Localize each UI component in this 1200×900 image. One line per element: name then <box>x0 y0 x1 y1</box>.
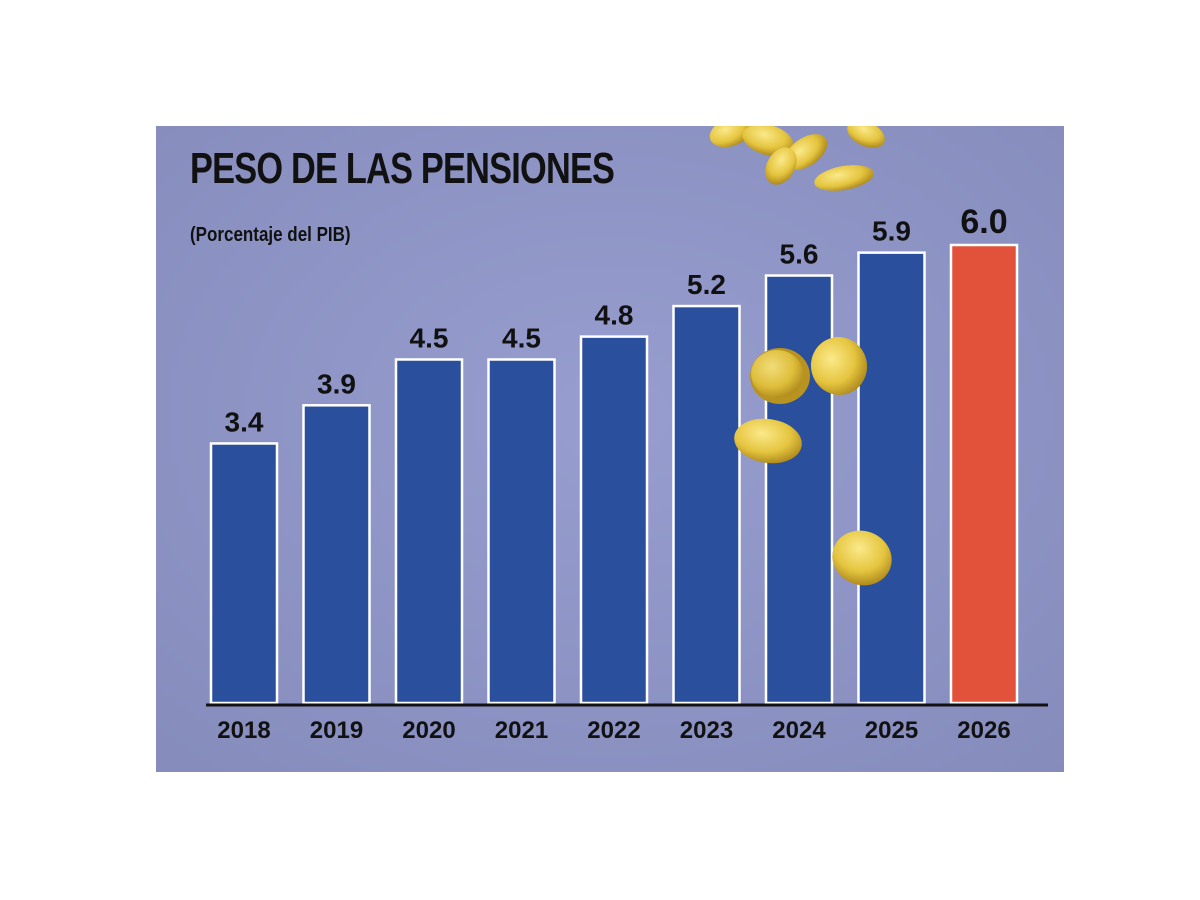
value-label-2021: 4.5 <box>502 323 541 354</box>
bar-2023 <box>672 304 741 705</box>
coin-icon <box>810 337 868 395</box>
labels-layer: 3.4 2018 3.9 2019 4.5 2020 4.5 2021 4.8 2022 5.2 20… <box>217 203 1010 744</box>
category-label-2018: 2018 <box>217 717 270 744</box>
value-label-2018: 3.4 <box>225 406 264 437</box>
category-label-2021: 2021 <box>495 717 548 744</box>
category-label-2026: 2026 <box>957 717 1010 744</box>
bar-chart: 3.4 2018 3.9 2019 4.5 2020 4.5 2021 4.8 2022 5.2 20… <box>156 126 1064 772</box>
falling-coins-decoration <box>709 126 892 586</box>
category-label-2019: 2019 <box>310 717 363 744</box>
coin-icon <box>709 126 753 148</box>
value-label-2019: 3.9 <box>317 368 356 399</box>
coin-icon <box>814 165 874 191</box>
category-label-2022: 2022 <box>587 717 640 744</box>
category-label-2020: 2020 <box>402 717 455 744</box>
value-label-2022: 4.8 <box>595 300 634 331</box>
bar-2021 <box>487 358 556 705</box>
category-label-2023: 2023 <box>680 717 733 744</box>
coin-icon <box>742 126 794 156</box>
value-label-2020: 4.5 <box>410 323 449 354</box>
chart-figure: 3.4 2018 3.9 2019 4.5 2020 4.5 2021 4.8 2022 5.2 20… <box>156 126 1064 772</box>
value-label-2023: 5.2 <box>687 269 726 300</box>
coin-icon <box>765 147 797 185</box>
bar-2025 <box>857 251 926 705</box>
bar-2022 <box>579 335 649 705</box>
coin-icon <box>734 418 802 464</box>
coin-icon <box>832 530 892 586</box>
value-label-2025: 5.9 <box>872 216 911 247</box>
value-label-2026: 6.0 <box>960 203 1007 241</box>
bars-layer <box>209 243 1019 705</box>
bar-2024 <box>764 274 834 705</box>
bar-2019 <box>302 404 371 705</box>
bar-2026 <box>949 243 1019 705</box>
category-label-2025: 2025 <box>865 717 918 744</box>
bar-2018 <box>209 442 279 705</box>
bar-2020 <box>394 358 464 705</box>
chart-title: PESO DE LAS PENSIONES <box>190 144 615 193</box>
value-label-2024: 5.6 <box>780 239 819 270</box>
coin-icon <box>847 126 885 148</box>
chart-subtitle: (Porcentaje del PIB) <box>190 224 351 246</box>
category-label-2024: 2024 <box>772 717 826 744</box>
coin-icon <box>751 350 803 398</box>
